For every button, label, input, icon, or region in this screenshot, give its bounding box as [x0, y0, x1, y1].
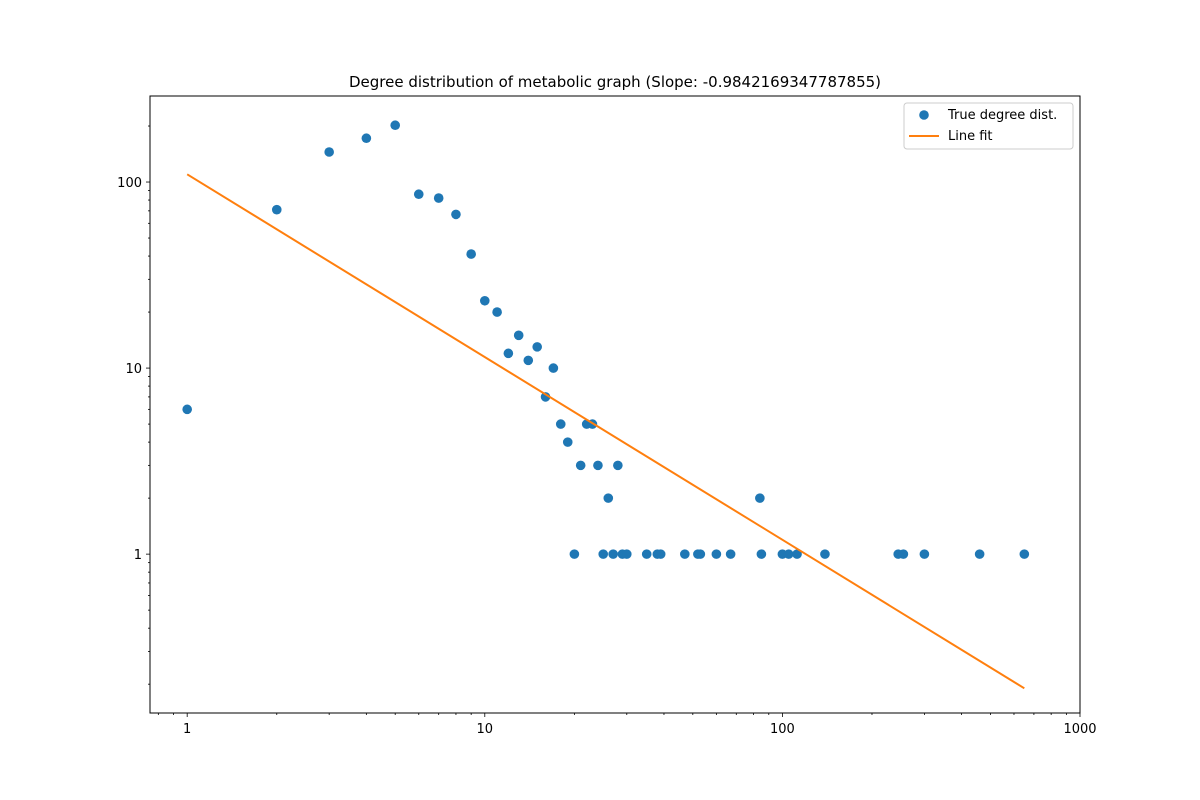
data-point [695, 549, 706, 559]
data-point [820, 549, 830, 559]
data-point [555, 419, 566, 429]
scatter-series [182, 120, 1030, 559]
data-point [898, 549, 909, 559]
plot-frame [149, 95, 1081, 714]
legend-label-true-degree: True degree dist. [947, 108, 1057, 123]
data-point [1019, 549, 1030, 559]
data-point [598, 549, 609, 559]
x-tick-label: 1000 [1063, 722, 1096, 737]
data-point [413, 189, 424, 200]
data-point [523, 355, 534, 366]
data-point [641, 549, 652, 559]
data-point [711, 549, 722, 559]
data-point [919, 549, 930, 559]
data-point [548, 363, 559, 373]
data-point [655, 549, 666, 559]
data-point [756, 549, 767, 559]
data-point [390, 120, 401, 131]
plot-area [149, 95, 1081, 714]
x-tick-label: 100 [770, 722, 795, 737]
data-point [540, 392, 551, 402]
data-point [492, 307, 502, 317]
data-point [433, 193, 444, 203]
data-point [479, 295, 490, 306]
data-point [725, 549, 736, 559]
data-point [513, 330, 524, 341]
data-point [324, 147, 334, 157]
data-point [974, 549, 985, 559]
data-point [451, 209, 461, 220]
data-point [593, 460, 603, 471]
data-point [613, 460, 623, 471]
x-tick-label: 10 [477, 722, 494, 737]
y-tick-label: 10 [125, 362, 142, 377]
fit-line [186, 173, 1025, 690]
legend-box [903, 102, 1074, 150]
y-tick-label: 1 [134, 548, 142, 563]
data-point [575, 460, 586, 471]
data-point [603, 493, 614, 503]
data-point [466, 249, 476, 259]
data-point [503, 348, 514, 359]
chart-title: Degree distribution of metabolic graph (… [349, 73, 881, 91]
data-point [271, 204, 282, 215]
data-point [182, 404, 192, 415]
legend-marker-scatter [919, 110, 929, 120]
data-point [532, 342, 542, 352]
data-point [621, 549, 632, 559]
data-point [361, 133, 372, 144]
data-point [562, 437, 573, 447]
y-axis: 1 10 100 [117, 125, 150, 685]
x-tick-label: 1 [183, 722, 191, 737]
data-point [783, 549, 794, 559]
data-point [680, 549, 690, 559]
data-point [792, 549, 802, 559]
data-point [755, 493, 765, 503]
x-axis: 1 10 100 1000 [157, 713, 1097, 737]
data-point [608, 549, 618, 559]
legend: True degree dist. Line fit [903, 102, 1074, 150]
legend-label-line-fit: Line fit [948, 129, 993, 144]
series-layer [182, 120, 1030, 690]
data-point [569, 549, 580, 559]
y-tick-label: 100 [117, 176, 142, 191]
